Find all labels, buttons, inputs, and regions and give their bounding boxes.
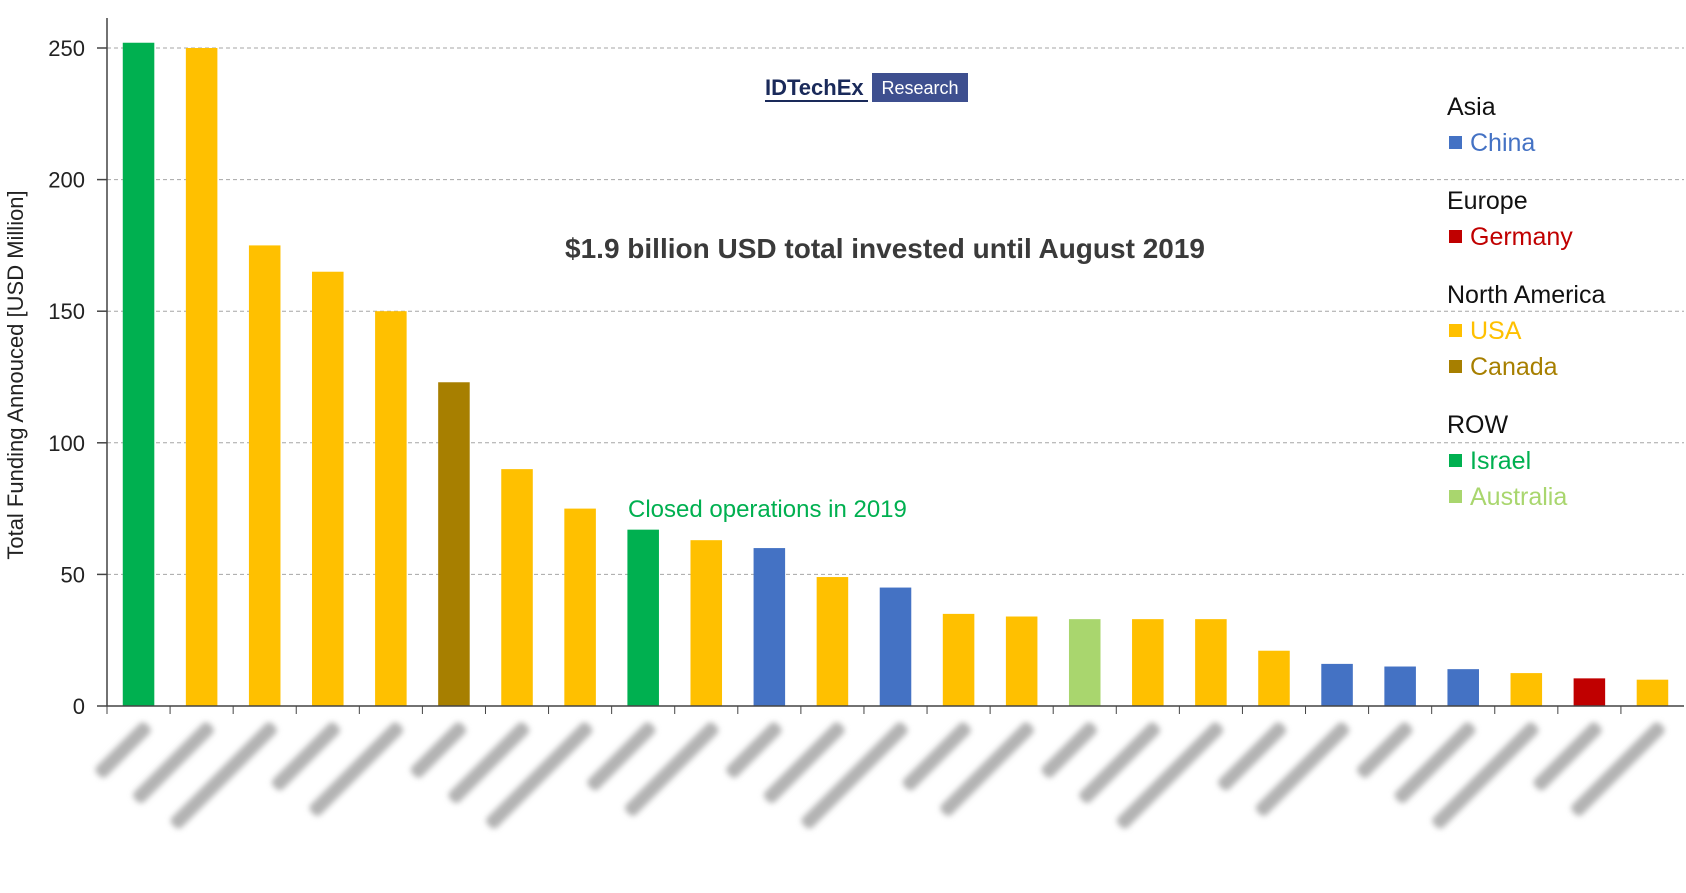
legend-group-title: North America [1447, 281, 1605, 309]
x-tick-label-redacted [940, 722, 1034, 816]
legend-group-title: Europe [1447, 187, 1528, 215]
closed-operations-annotation: Closed operations in 2019 [628, 496, 907, 523]
x-tick-label-redacted [95, 722, 151, 778]
bars [122, 42, 1669, 706]
bar [1132, 619, 1164, 706]
idtechex-logo: IDTechEx Research [765, 73, 968, 102]
legend-item-label: USA [1470, 317, 1522, 345]
y-tick-label: 200 [48, 168, 85, 193]
bar [690, 540, 723, 706]
x-tick-label-redacted [448, 722, 530, 804]
bar [942, 613, 975, 706]
legend-swatch [1449, 360, 1462, 373]
x-tick-label-redacted [624, 722, 719, 816]
legend-swatch [1449, 324, 1462, 337]
bar [312, 271, 344, 706]
bar [1195, 619, 1227, 706]
bar [879, 587, 912, 706]
bar [1005, 616, 1038, 706]
bar [438, 382, 470, 706]
x-tick-label-redacted [763, 722, 845, 804]
y-tick-label: 250 [48, 36, 85, 61]
x-tick-labels [95, 722, 1665, 829]
legend-swatch [1449, 454, 1462, 467]
x-tick-label-redacted [1255, 722, 1350, 816]
x-tick-label-redacted [902, 722, 971, 791]
y-tick-label: 100 [48, 431, 85, 456]
x-tick-label-redacted [486, 722, 593, 829]
x-tick-label-redacted [801, 722, 908, 829]
logo-box [872, 73, 968, 102]
x-tick-label-redacted [133, 722, 214, 804]
legend-swatch [1449, 136, 1462, 149]
headline-text: $1.9 billion USD total invested until Au… [565, 233, 1205, 264]
axes: 0 50 100 150 200 250 [48, 18, 1684, 719]
x-tick-label-redacted [1218, 722, 1287, 791]
y-tick-label: 0 [73, 694, 85, 719]
x-tick-label-redacted [170, 722, 277, 829]
bar [375, 311, 407, 706]
legend-item-label: Israel [1470, 447, 1531, 475]
bar [816, 577, 849, 706]
legend-item-label: Canada [1470, 353, 1558, 381]
bar [1384, 666, 1416, 706]
x-tick-label-redacted [271, 722, 340, 791]
bar [1573, 678, 1606, 706]
x-tick-label-redacted [1571, 722, 1665, 816]
bar [627, 529, 659, 706]
x-tick-label-redacted [1533, 722, 1602, 791]
y-tick-label: 150 [48, 299, 85, 324]
y-tick-label: 50 [61, 562, 85, 587]
x-tick-label-redacted [1116, 722, 1224, 829]
x-tick-label-redacted [1357, 722, 1413, 778]
bar [753, 548, 786, 706]
bar [1258, 650, 1290, 706]
legend-swatch [1449, 490, 1462, 503]
legend-group-title: Asia [1447, 93, 1496, 121]
bar [185, 48, 218, 706]
legend-swatch [1449, 230, 1462, 243]
legend-item-label: Australia [1470, 483, 1567, 511]
x-tick-label-redacted [726, 722, 782, 778]
x-tick-label-redacted [587, 722, 656, 791]
bar [1447, 669, 1479, 706]
bar [1636, 679, 1669, 706]
logo-box-text: Research [881, 78, 958, 98]
x-tick-label-redacted [1079, 722, 1160, 804]
x-tick-label-redacted [1394, 722, 1476, 804]
legend-item-label: Germany [1470, 223, 1573, 251]
legend: Asia China Europe Germany North America USA Ca… [1447, 93, 1605, 511]
logo-main-text: IDTechEx [765, 75, 864, 100]
x-tick-label-redacted [1041, 722, 1097, 778]
bar [564, 508, 596, 706]
legend-group-title: ROW [1447, 411, 1509, 439]
x-tick-label-redacted [1432, 722, 1539, 829]
legend-item-label: China [1470, 129, 1535, 157]
bar [122, 42, 155, 706]
bar [1510, 673, 1543, 706]
y-axis-label: Total Funding Annouced [USD Million] [3, 190, 28, 559]
x-tick-label-redacted [410, 722, 467, 778]
x-tick-label-redacted [309, 722, 404, 816]
bar [1321, 663, 1353, 706]
bar [248, 245, 281, 706]
bar [1068, 619, 1101, 706]
bar [501, 469, 533, 706]
gridlines [107, 47, 1684, 575]
